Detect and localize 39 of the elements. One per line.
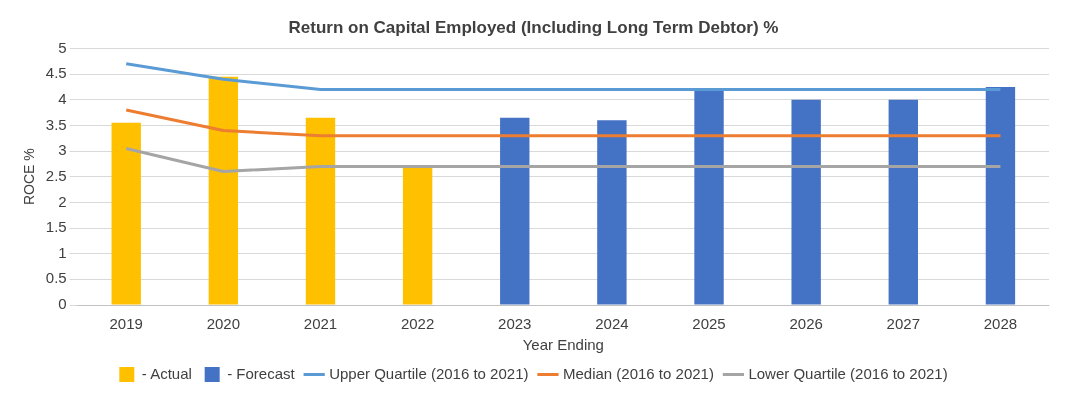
x-tick-label: 2023	[498, 315, 532, 333]
x-tick-label: 2028	[983, 315, 1018, 333]
x-tick-label: 2019	[109, 315, 143, 333]
y-tick-label: 2.5	[45, 166, 67, 184]
bar	[402, 166, 433, 305]
y-tick-label: 2	[58, 192, 67, 210]
bar	[694, 89, 724, 305]
x-tick-label: 2025	[692, 315, 726, 333]
x-tick-label: 2021	[303, 315, 338, 333]
y-tick-label: 0	[58, 295, 67, 313]
legend-label: - Forecast	[227, 364, 296, 382]
y-axis-title: ROCE %	[21, 148, 38, 206]
y-tick-label: 3.5	[45, 115, 67, 133]
legend-label: Median (2016 to 2021)	[562, 364, 714, 382]
x-tick-label: 2022	[400, 315, 435, 333]
legend-label: - Actual	[141, 364, 192, 382]
bar	[500, 117, 530, 305]
legend-label: Lower Quartile (2016 to 2021)	[748, 364, 948, 382]
bar	[791, 99, 821, 305]
y-tick-label: 5	[58, 38, 67, 56]
bar	[888, 99, 918, 305]
bar	[111, 122, 141, 305]
y-tick-label: 1	[58, 243, 67, 261]
x-tick-label: 2020	[206, 315, 241, 333]
x-tick-label: 2024	[595, 315, 629, 333]
y-tick-label: 0.5	[45, 269, 67, 287]
x-tick-label: 2026	[789, 315, 823, 333]
bar	[208, 76, 239, 305]
y-tick-label: 4.5	[45, 64, 67, 82]
bar	[985, 86, 1016, 305]
y-tick-label: 4	[58, 89, 67, 107]
x-axis-title: Year Ending	[522, 336, 604, 354]
y-tick-label: 3	[58, 141, 67, 159]
bar	[597, 120, 627, 305]
y-tick-label: 1.5	[45, 218, 67, 236]
chart-title: Return on Capital Employed (Including Long Term Debtor) %	[288, 17, 779, 37]
bar	[305, 117, 336, 305]
legend-label: Upper Quartile (2016 to 2021)	[329, 364, 529, 382]
x-tick-label: 2027	[886, 315, 920, 333]
